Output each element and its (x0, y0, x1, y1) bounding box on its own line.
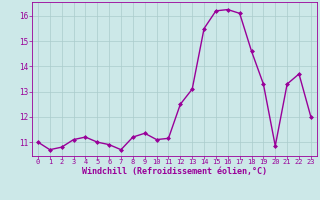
X-axis label: Windchill (Refroidissement éolien,°C): Windchill (Refroidissement éolien,°C) (82, 167, 267, 176)
